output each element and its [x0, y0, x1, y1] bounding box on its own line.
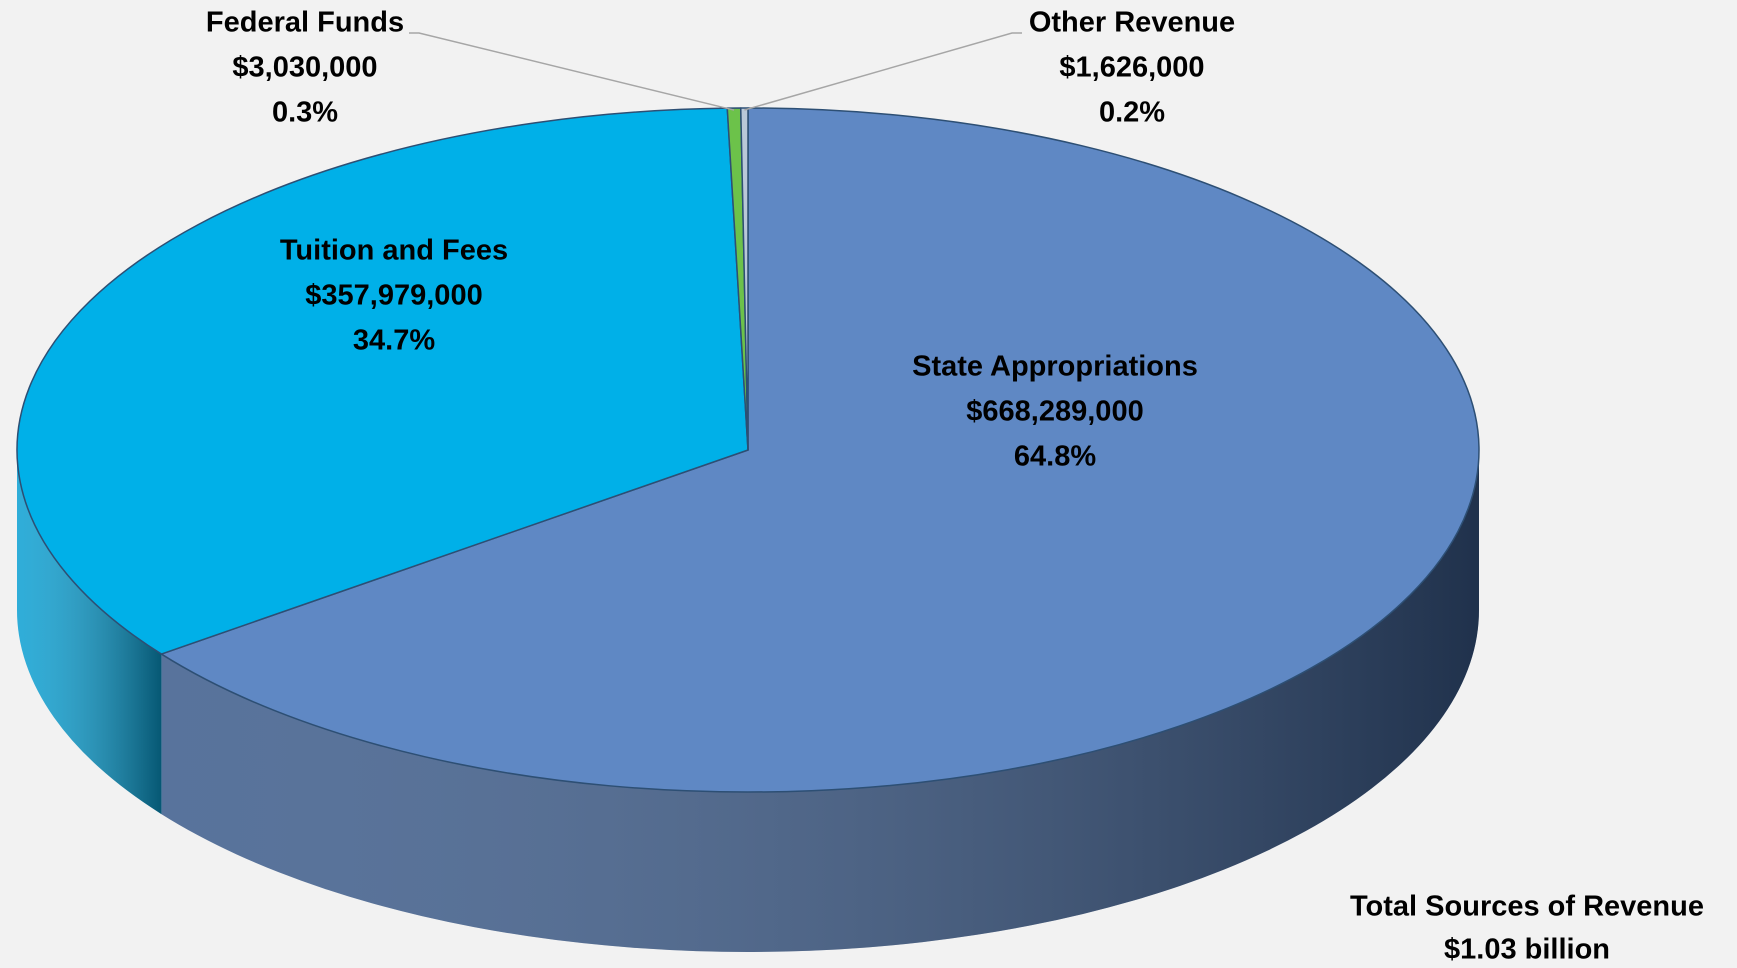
slice — [160, 107, 1480, 793]
category-label: Other Revenue — [1029, 7, 1235, 39]
pie-sides — [17, 450, 1479, 953]
value-label: $1,626,000 — [1059, 52, 1204, 84]
value-label: $3,030,000 — [232, 52, 377, 84]
labels: State Appropriations $668,289,000 64.8% Tui… — [206, 7, 1704, 966]
percent-label: 34.7% — [353, 325, 435, 357]
annotation: $1.03 billion — [1444, 934, 1610, 966]
value-label: $668,289,000 — [966, 396, 1143, 428]
slice-side-shade — [17, 450, 162, 815]
leader-line — [744, 32, 1022, 111]
slice-side-shade — [161, 450, 1479, 953]
value-label: $357,979,000 — [305, 280, 482, 312]
percent-label: 64.8% — [1014, 441, 1096, 473]
category-label: State Appropriations — [912, 351, 1198, 383]
percent-label: 0.2% — [1099, 97, 1165, 129]
slice — [740, 107, 749, 451]
pie-tops — [16, 107, 1480, 793]
category-label: Tuition and Fees — [280, 235, 508, 267]
percent-label: 0.3% — [272, 97, 338, 129]
annotation: Total Sources of Revenue — [1350, 891, 1704, 923]
category-label: Federal Funds — [206, 7, 404, 39]
slice — [16, 107, 749, 655]
leader-line — [409, 32, 735, 111]
